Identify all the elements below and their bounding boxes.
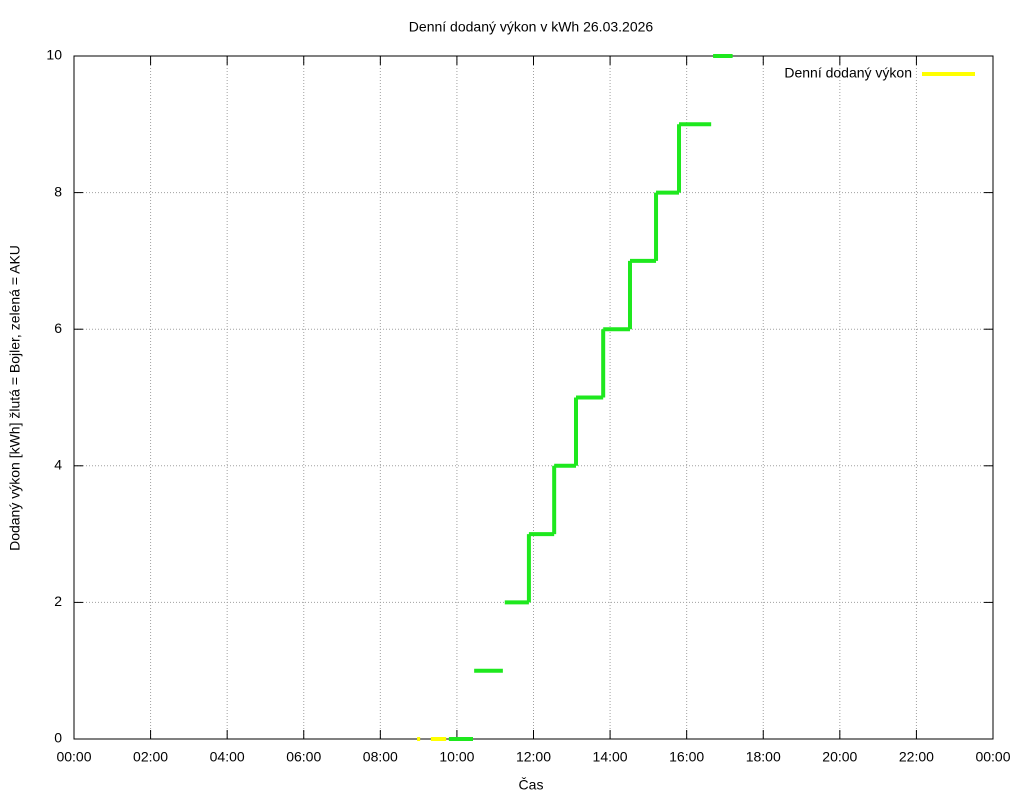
x-tick-label: 12:00 bbox=[516, 749, 551, 765]
x-axis-label: Čas bbox=[519, 777, 544, 793]
y-tick-label: 10 bbox=[46, 47, 62, 63]
x-tick-label: 14:00 bbox=[593, 749, 628, 765]
x-tick-label: 04:00 bbox=[210, 749, 245, 765]
x-tick-label: 00:00 bbox=[975, 749, 1010, 765]
x-tick-label: 22:00 bbox=[899, 749, 934, 765]
x-tick-label: 18:00 bbox=[746, 749, 781, 765]
x-tick-label: 06:00 bbox=[286, 749, 321, 765]
chart-title: Denní dodaný výkon v kWh 26.03.2026 bbox=[409, 19, 654, 35]
x-tick-label: 10:00 bbox=[439, 749, 474, 765]
x-tick-label: 20:00 bbox=[822, 749, 857, 765]
y-tick-label: 2 bbox=[54, 593, 62, 609]
y-tick-label: 4 bbox=[54, 457, 62, 473]
y-tick-label: 0 bbox=[54, 730, 62, 746]
x-tick-label: 08:00 bbox=[363, 749, 398, 765]
y-tick-label: 6 bbox=[54, 320, 62, 336]
x-tick-label: 02:00 bbox=[133, 749, 168, 765]
legend-label: Denní dodaný výkon bbox=[784, 65, 912, 81]
y-axis-label: Dodaný výkon [kWh] žlutá = Bojler, zelen… bbox=[7, 245, 23, 551]
y-tick-label: 8 bbox=[54, 183, 62, 199]
plot-frame bbox=[73, 55, 994, 740]
x-tick-label: 00:00 bbox=[56, 749, 91, 765]
x-tick-label: 16:00 bbox=[669, 749, 704, 765]
